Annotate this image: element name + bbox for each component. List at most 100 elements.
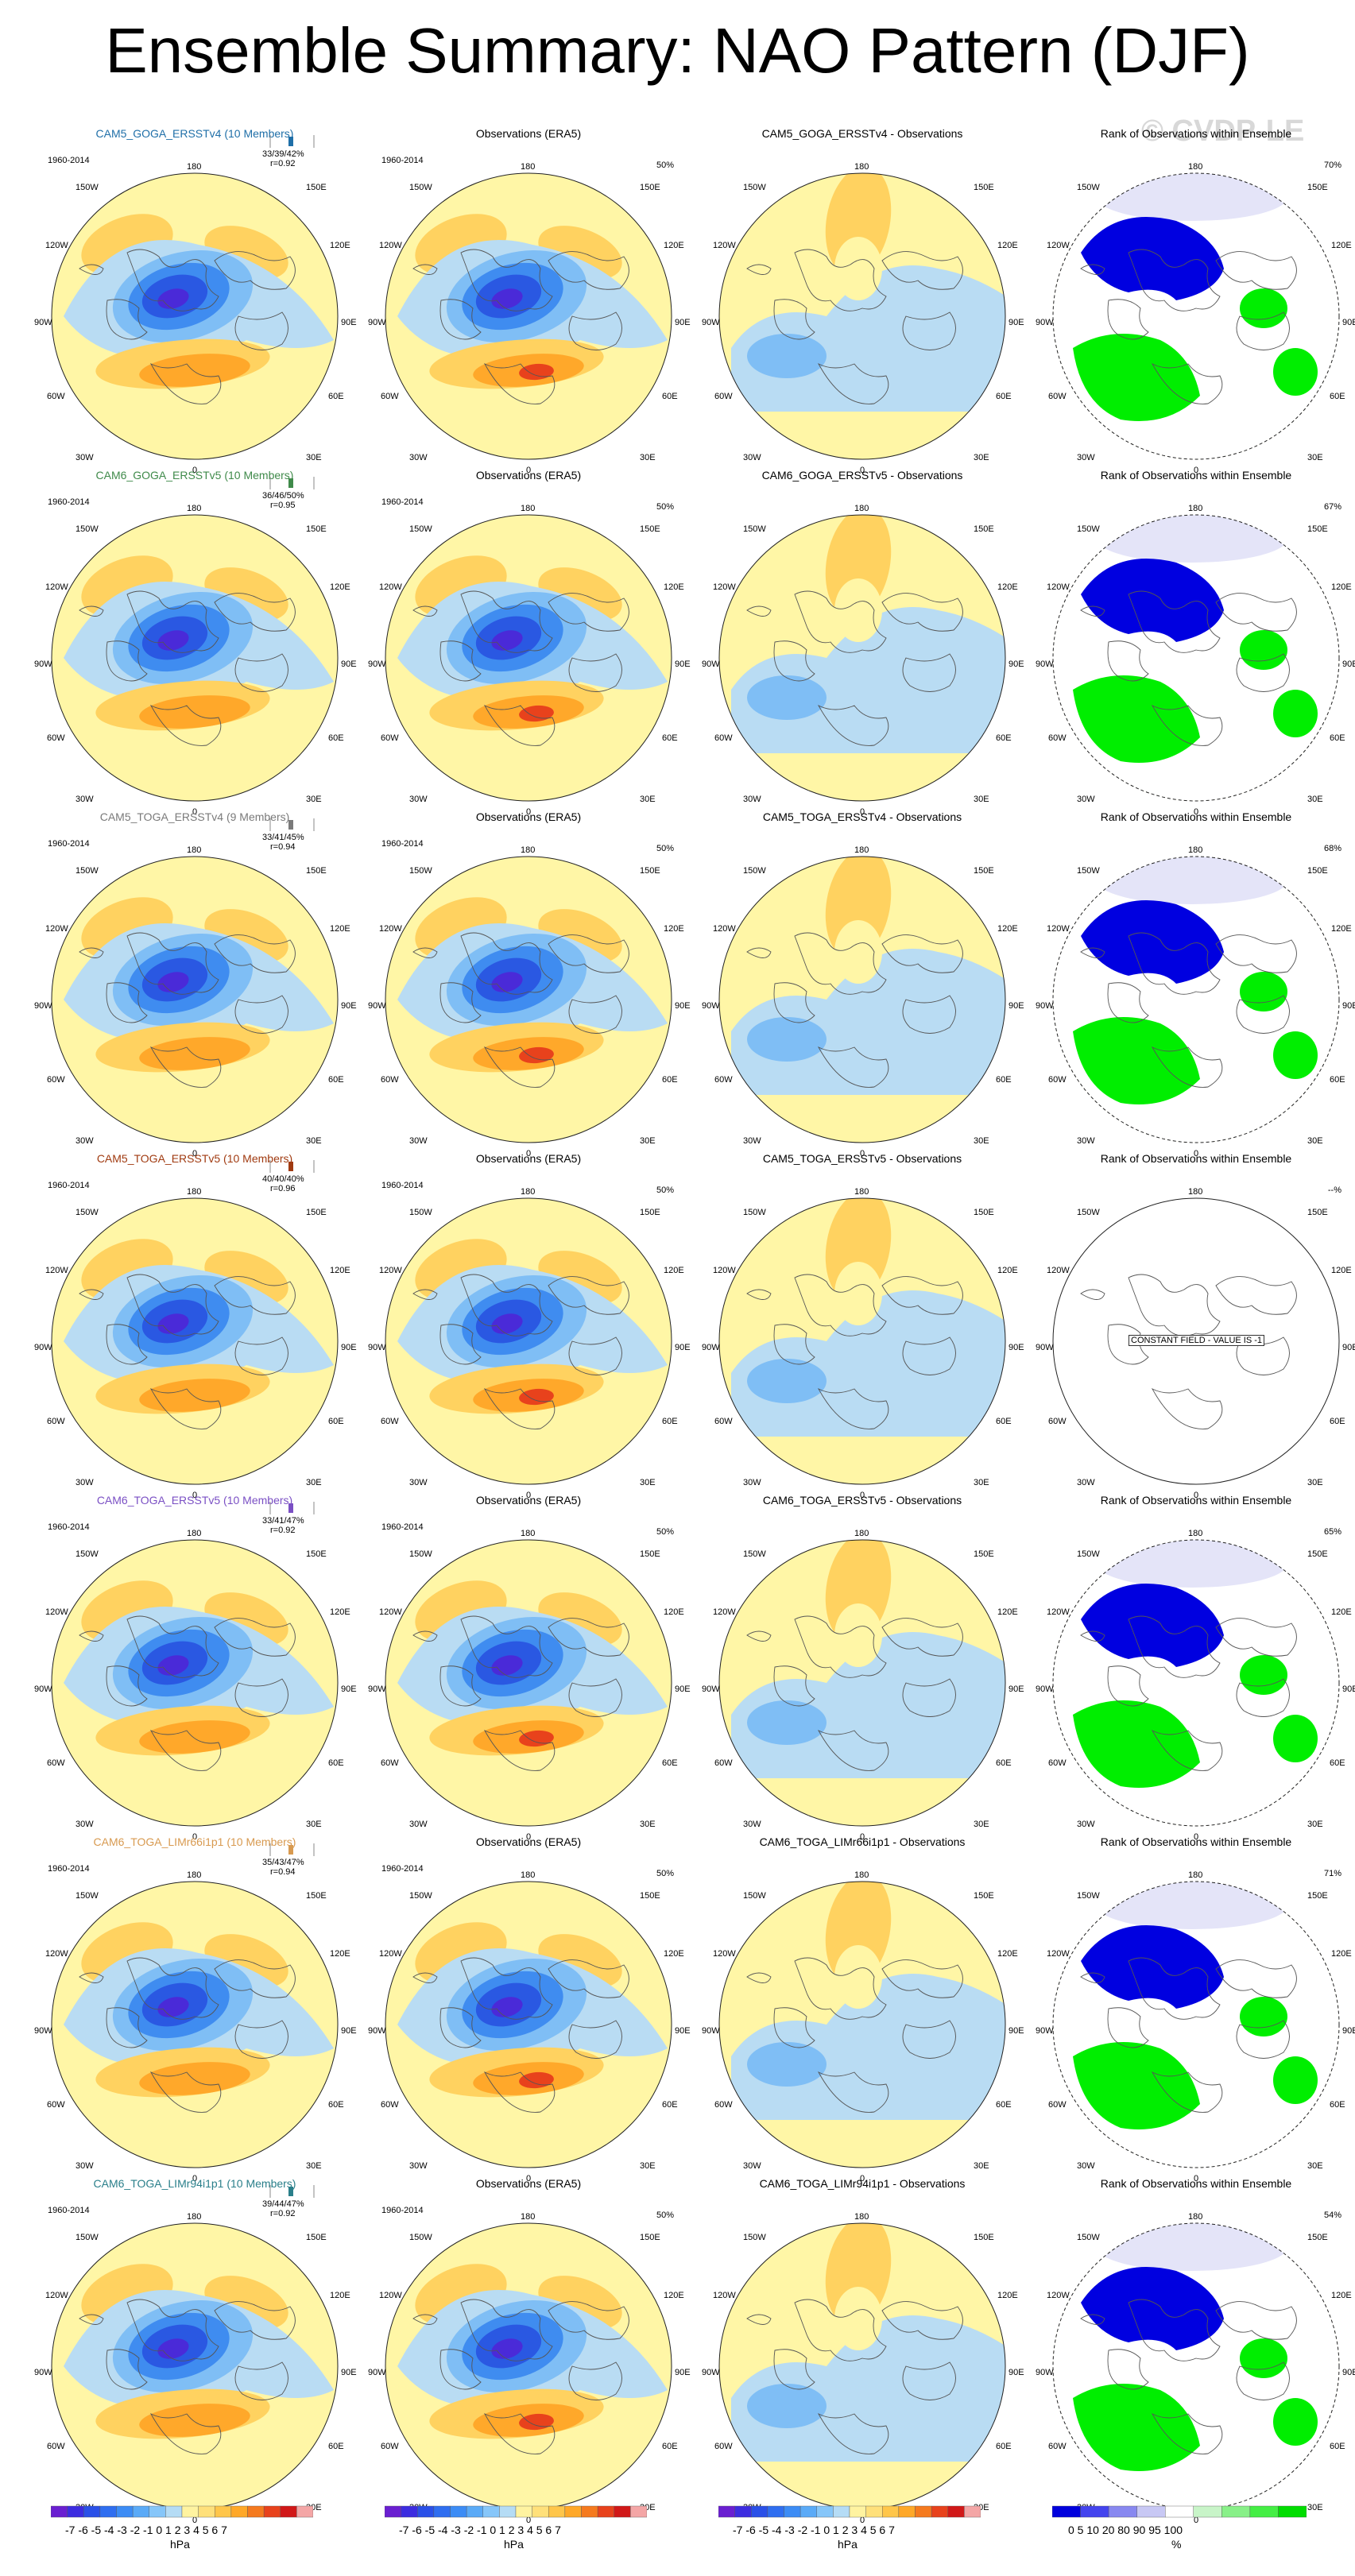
longitude-label: 30W <box>409 2161 428 2171</box>
longitude-label: 90E <box>1009 1343 1024 1352</box>
longitude-label: 180 <box>187 504 202 513</box>
rank-title: Rank of Observations within Ensemble <box>1100 469 1292 482</box>
longitude-label: 0 <box>860 2516 865 2525</box>
longitude-label: 120W <box>713 582 736 592</box>
colorbar-swatch <box>466 2505 483 2518</box>
correlation-whisker-icon <box>269 1160 315 1173</box>
longitude-label: 0 <box>526 1149 532 1158</box>
longitude-label: 90E <box>1009 1684 1024 1694</box>
longitude-label: 120E <box>1331 582 1352 592</box>
longitude-label: 60E <box>1330 2100 1345 2110</box>
longitude-label: 60W <box>47 2100 65 2110</box>
period-label: 1960-2014 <box>381 1522 424 1532</box>
longitude-label: 120E <box>330 924 350 934</box>
period-label: 1960-2014 <box>48 2206 90 2215</box>
longitude-label: 30W <box>743 2161 761 2171</box>
longitude-label: 90E <box>1009 2368 1024 2377</box>
longitude-label: 120W <box>713 1949 736 1959</box>
longitude-label: 120E <box>664 924 684 934</box>
period-label: 1960-2014 <box>381 497 424 507</box>
longitude-label: 90E <box>675 1343 691 1352</box>
polar-map <box>1052 1881 1340 2168</box>
longitude-label: 120E <box>997 1266 1018 1275</box>
colorbar-swatch <box>515 2505 532 2518</box>
longitude-label: 150E <box>640 2233 660 2242</box>
longitude-label: 180 <box>1188 162 1203 172</box>
obs-title: Observations (ERA5) <box>475 469 582 482</box>
colorbar-swatches <box>718 2505 981 2518</box>
longitude-label: 30W <box>743 1478 761 1487</box>
longitude-label: 30E <box>640 1820 656 1829</box>
longitude-label: 90W <box>34 1343 52 1352</box>
colorbar-swatch <box>898 2505 916 2518</box>
colorbar-swatch <box>401 2505 418 2518</box>
rank-title: Rank of Observations within Ensemble <box>1100 2177 1292 2190</box>
correlation-whisker-icon <box>269 818 315 831</box>
figure-title: Ensemble Summary: NAO Pattern (DJF) <box>105 15 1250 86</box>
obs-panel: Observations (ERA5) 1960-2014 50% 180 150W 15… <box>366 810 691 1158</box>
obs-percent: 50% <box>656 502 674 512</box>
longitude-label: 150E <box>640 1208 660 1217</box>
rank-title: Rank of Observations within Ensemble <box>1100 1494 1292 1507</box>
colorbar-swatch <box>751 2505 768 2518</box>
longitude-label: 60E <box>328 1417 344 1426</box>
polar-map <box>385 1881 672 2168</box>
longitude-label: 0 <box>526 1832 532 1842</box>
rank-title: Rank of Observations within Ensemble <box>1100 127 1292 140</box>
obs-percent: 50% <box>656 1186 674 1195</box>
longitude-label: 180 <box>1188 1187 1203 1197</box>
longitude-label: 120W <box>379 1949 402 1959</box>
longitude-label: 30W <box>409 1820 428 1829</box>
longitude-label: 90W <box>368 2368 386 2377</box>
longitude-label: 30W <box>1077 1820 1095 1829</box>
watermark: © CVDP-LE <box>1141 114 1305 148</box>
longitude-label: 30E <box>640 1136 656 1146</box>
obs-title: Observations (ERA5) <box>475 1152 582 1165</box>
longitude-label: 180 <box>1188 1870 1203 1880</box>
longitude-label: 90E <box>675 2026 691 2036</box>
longitude-label: 150E <box>306 1208 327 1217</box>
longitude-label: 90E <box>1342 659 1355 669</box>
polar-map <box>51 172 339 460</box>
longitude-label: 30E <box>306 1820 322 1829</box>
longitude-label: 150E <box>974 524 994 534</box>
longitude-label: 150E <box>1307 524 1328 534</box>
longitude-label: 30E <box>1307 2161 1323 2171</box>
longitude-label: 180 <box>1188 845 1203 855</box>
colorbar-swatch <box>1278 2505 1307 2518</box>
longitude-label: 90E <box>1342 2026 1355 2036</box>
longitude-label: 120E <box>997 924 1018 934</box>
longitude-label: 120W <box>1047 924 1070 934</box>
longitude-label: 90E <box>341 2026 357 2036</box>
period-label: 1960-2014 <box>381 839 424 849</box>
longitude-label: 150W <box>409 2233 432 2242</box>
model-panel: CAM5_TOGA_ERSSTv5 (10 Members) 1960-2014 4… <box>32 1152 358 1500</box>
colorbar-swatches <box>385 2505 647 2518</box>
longitude-label: 60E <box>1330 2442 1345 2451</box>
obs-title: Observations (ERA5) <box>475 1494 582 1507</box>
model-panel: CAM5_TOGA_ERSSTv4 (9 Members) 1960-2014 33… <box>32 810 358 1158</box>
longitude-label: 90E <box>1009 659 1024 669</box>
longitude-label: 0 <box>526 2174 532 2183</box>
rank-title: Rank of Observations within Ensemble <box>1100 810 1292 823</box>
rank-percent: 68% <box>1323 844 1341 853</box>
longitude-label: 30E <box>974 1820 989 1829</box>
longitude-label: 90E <box>1342 1001 1355 1011</box>
pattern-correlation: r=0.96 <box>270 1184 296 1193</box>
obs-title: Observations (ERA5) <box>475 810 582 823</box>
longitude-label: 0 <box>526 466 532 475</box>
longitude-label: 90W <box>1036 1343 1054 1352</box>
longitude-label: 150W <box>409 524 432 534</box>
longitude-label: 90W <box>34 659 52 669</box>
correlation-whisker-icon <box>269 477 315 489</box>
longitude-label: 30W <box>75 1136 94 1146</box>
colorbar-swatch <box>280 2505 297 2518</box>
longitude-label: 90W <box>1036 2368 1054 2377</box>
longitude-label: 150W <box>75 1208 99 1217</box>
colorbar-swatch <box>734 2505 752 2518</box>
longitude-label: 120W <box>45 2291 68 2300</box>
colorbar-swatch <box>767 2505 784 2518</box>
longitude-label: 120W <box>1047 1949 1070 1959</box>
longitude-label: 0 <box>192 1491 198 1500</box>
longitude-label: 60W <box>1048 1075 1067 1085</box>
